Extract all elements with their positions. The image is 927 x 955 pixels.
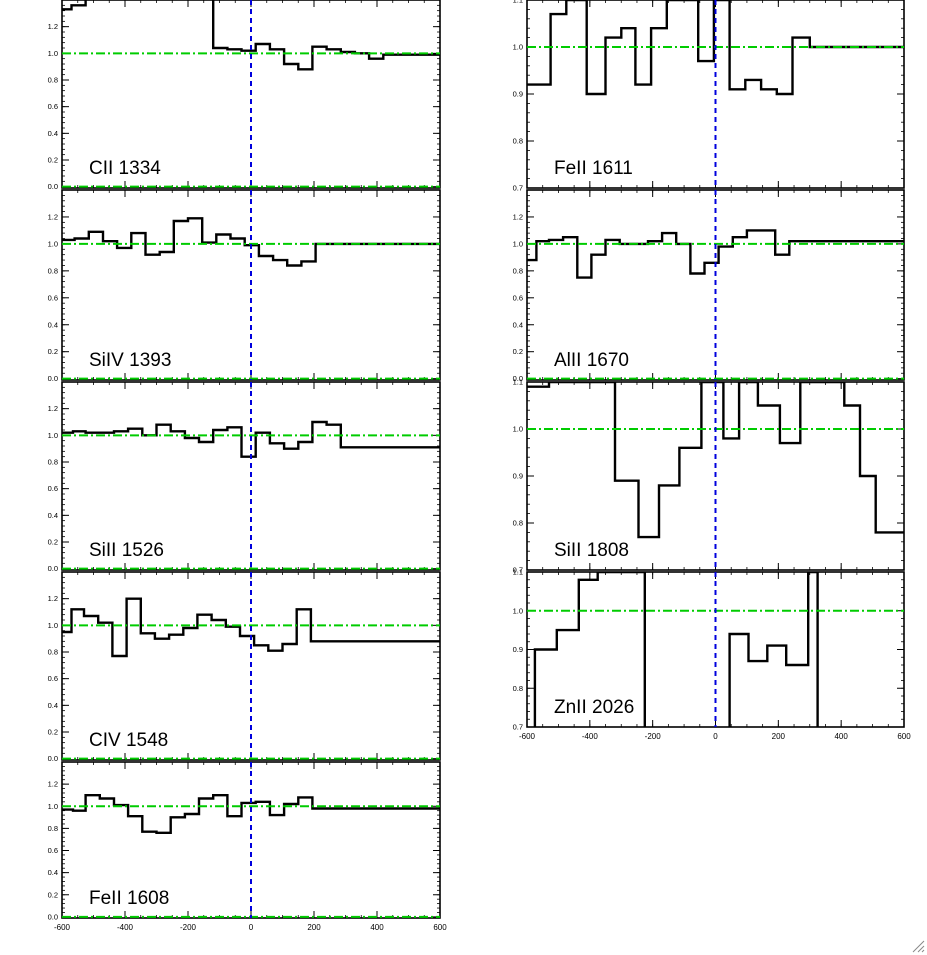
ytick-label: 0.2: [48, 156, 58, 165]
ytick-label: 0.6: [48, 102, 58, 111]
xtick-label: 400: [834, 732, 848, 741]
panel-siiv-1393: 0.0 0.2 0.4 0.6 0.8 1.0 1.2 SiIV 1393: [48, 189, 441, 383]
transition-label: SiII 1808: [554, 540, 629, 561]
ytick-label: 1.2: [48, 780, 58, 789]
ytick-label: 1.2: [48, 404, 58, 413]
spectrum-line: [527, 0, 904, 96]
spectrum-line: [527, 382, 904, 539]
ytick-label: 0.6: [48, 846, 58, 855]
ytick-label: 0.0: [48, 374, 58, 383]
ytick-label: 1.0: [48, 239, 58, 248]
ytick-label: 1.2: [48, 594, 58, 603]
xtick-label: -400: [117, 923, 134, 932]
ytick-label: 0.8: [48, 76, 58, 85]
xtick-label: -600: [54, 923, 71, 932]
xtick-label: -200: [645, 732, 662, 741]
ytick-label: 0.4: [48, 320, 58, 329]
ytick-label: 0.6: [48, 484, 58, 493]
xtick-label: 200: [772, 732, 786, 741]
ytick-label: 0.2: [513, 347, 523, 356]
ytick-label: 0.0: [48, 912, 58, 921]
ytick-label: 1.2: [48, 212, 58, 221]
xtick-label: 600: [433, 923, 447, 932]
ytick-label: 1.0: [48, 802, 58, 811]
ytick-label: 0.8: [48, 648, 58, 657]
transition-label: FeII 1611: [554, 158, 633, 179]
ytick-label: 0.2: [48, 347, 58, 356]
panel-cii-1334: 0.0 0.2 0.4 0.6 0.8 1.0 1.2 CII 1334: [48, 0, 441, 191]
spectrum-line: [62, 420, 440, 458]
xtick-label: 0: [713, 732, 718, 741]
transition-label: CII 1334: [89, 158, 161, 179]
ytick-label: 0.7: [513, 723, 523, 732]
transition-label: ZnII 2026: [554, 697, 634, 718]
xtick-label: -200: [180, 923, 197, 932]
ytick-label: 1.2: [513, 212, 523, 221]
transition-label: SiIV 1393: [89, 350, 171, 371]
panel-alii-1670: 0.0 0.2 0.4 0.6 0.8 1.0 1.2 AlII 1670: [513, 189, 905, 383]
ytick-label: 0.0: [48, 564, 58, 573]
transition-label: AlII 1670: [554, 350, 629, 371]
panel-znii-2026: 0.7 0.8 0.9 1.0 1.1 -600 -400 -200 0 200 400 600 ZnI…: [513, 568, 912, 742]
ytick-label: 0.4: [48, 129, 58, 138]
ytick-label: 0.9: [513, 90, 523, 99]
spectrum-line: [533, 572, 819, 727]
ytick-label: 0.6: [48, 293, 58, 302]
xtick-label: 400: [370, 923, 384, 932]
panel-siii-1808: 0.7 0.8 0.9 1.0 1.1 SiII 1808: [513, 378, 905, 575]
panel-feii-1608: 0.0 0.2 0.4 0.6 0.8 1.0 1.2 -600 -400 -200 0 200 400…: [48, 761, 447, 932]
spectrum-line: [62, 597, 440, 658]
panel-civ-1548: 0.0 0.2 0.4 0.6 0.8 1.0 1.2 CIV 1548: [48, 571, 441, 763]
transition-label: FeII 1608: [89, 888, 169, 909]
ytick-label: 0.6: [48, 674, 58, 683]
xtick-label: -600: [519, 732, 536, 741]
resize-grip-icon[interactable]: [911, 939, 925, 953]
ytick-label: 1.0: [513, 43, 523, 52]
ytick-label: 0.2: [48, 890, 58, 899]
ytick-label: 0.2: [48, 728, 58, 737]
transition-label: SiII 1526: [89, 540, 164, 561]
ytick-label: 0.4: [48, 511, 58, 520]
xtick-label: 200: [307, 923, 321, 932]
ytick-label: 0.9: [513, 645, 523, 654]
ytick-label: 0.2: [48, 538, 58, 547]
ytick-label: 0.8: [513, 137, 523, 146]
panel-siii-1526: 0.0 0.2 0.4 0.6 0.8 1.0 1.2 SiII 1526: [48, 381, 441, 573]
spectrum-line: [62, 794, 440, 834]
ytick-label: 0.8: [513, 684, 523, 693]
ytick-label: 0.4: [48, 868, 58, 877]
ytick-label: 0.4: [48, 701, 58, 710]
ytick-label: 1.2: [48, 22, 58, 31]
ytick-label: 0.4: [513, 320, 523, 329]
ytick-label: 0.6: [513, 293, 523, 302]
xtick-label: -400: [582, 732, 599, 741]
ytick-label: 1.0: [48, 431, 58, 440]
spectrum-line: [527, 229, 904, 279]
ytick-label: 1.1: [513, 0, 523, 5]
xtick-label: 600: [897, 732, 911, 741]
ytick-label: 0.7: [513, 184, 523, 193]
ytick-label: 1.0: [513, 239, 523, 248]
ytick-label: 1.0: [513, 606, 523, 615]
xtick-label: 0: [249, 923, 254, 932]
panel-feii-1611: 0.7 0.8 0.9 1.0 1.1 FeII 1611: [513, 0, 905, 193]
ytick-label: 1.0: [48, 621, 58, 630]
ytick-label: 0.8: [48, 824, 58, 833]
ytick-label: 0.8: [48, 266, 58, 275]
transition-label: CIV 1548: [89, 730, 168, 751]
ytick-label: 1.0: [48, 49, 58, 58]
ytick-label: 1.0: [513, 425, 523, 434]
ytick-label: 0.0: [513, 374, 523, 383]
ytick-label: 0.7: [513, 566, 523, 575]
ytick-label: 0.8: [48, 458, 58, 467]
ytick-label: 0.0: [48, 754, 58, 763]
ytick-label: 1.1: [513, 378, 523, 387]
ytick-label: 0.9: [513, 472, 523, 481]
ytick-label: 0.0: [48, 182, 58, 191]
ytick-label: 1.1: [513, 568, 523, 577]
spectrum-line: [62, 217, 440, 267]
ytick-label: 0.8: [513, 266, 523, 275]
ytick-label: 0.8: [513, 519, 523, 528]
